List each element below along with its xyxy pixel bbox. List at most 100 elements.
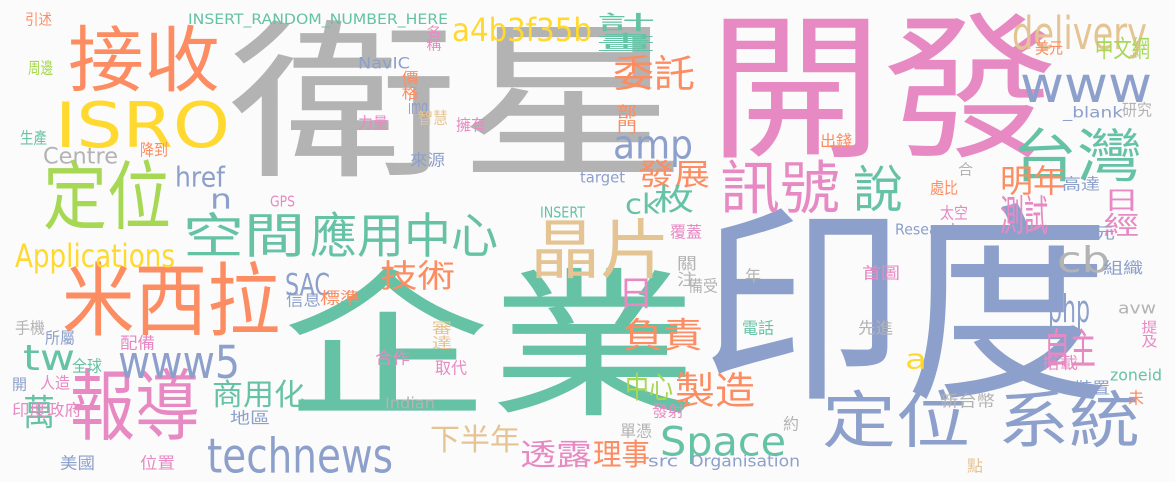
cloud-word: 首圖	[862, 263, 900, 283]
cloud-word: 訊號	[720, 154, 840, 223]
cloud-word: 名稱	[423, 25, 442, 51]
cloud-word: 應用中心	[310, 207, 498, 264]
cloud-word: a	[905, 342, 927, 376]
cloud-word: _blank	[1063, 103, 1124, 122]
cloud-word: 擁有	[456, 115, 486, 135]
cloud-word: 組織	[1103, 258, 1143, 278]
cloud-word: 台灣	[1012, 122, 1142, 191]
cloud-word: ISRO	[55, 89, 230, 162]
cloud-word: 說	[853, 160, 903, 219]
cloud-word: www	[1020, 55, 1153, 114]
cloud-word: INSERT	[540, 203, 585, 222]
cloud-word: 定位	[822, 384, 970, 457]
cloud-word: 美元	[1035, 38, 1063, 58]
cloud-word: 取代	[435, 358, 467, 378]
cloud-word: 引述	[25, 10, 52, 29]
cloud-word: cb	[1057, 238, 1111, 281]
cloud-word: 人造	[40, 373, 70, 393]
cloud-word: 單憑	[620, 421, 652, 441]
cloud-word: 關注	[673, 255, 697, 287]
cloud-word: 信息	[286, 290, 321, 310]
cloud-word: 力量	[358, 113, 388, 133]
cloud-word: 元	[1095, 223, 1115, 243]
cloud-word: 新台幣	[940, 391, 995, 411]
cloud-word: 地區	[230, 408, 270, 428]
cloud-word: Space	[660, 418, 787, 466]
cloud-word: 出錢	[820, 131, 852, 151]
cloud-word: 部門	[613, 104, 637, 134]
cloud-word: 來源	[410, 150, 445, 170]
cloud-word: 商用化	[212, 377, 305, 413]
cloud-word: 開	[12, 375, 27, 394]
cloud-word: 萬	[23, 391, 55, 434]
cloud-word: 開發	[708, 0, 1058, 183]
cloud-word: INSERT_RANDOM_NUMBER_HERE	[188, 10, 449, 28]
cloud-word: 日經	[1097, 187, 1140, 237]
cloud-word: tw	[23, 336, 76, 379]
cloud-word: 發展	[638, 157, 710, 193]
cloud-word: technews	[207, 427, 393, 482]
cloud-word: 智慧	[418, 108, 448, 128]
cloud-word: 高達	[1062, 174, 1100, 194]
cloud-word: delivery	[1012, 6, 1148, 60]
cloud-word: 周邊	[28, 58, 53, 78]
cloud-word: a4b3f35b	[452, 11, 592, 49]
cloud-word: 報導	[70, 360, 200, 453]
cloud-word: 美國	[60, 453, 95, 473]
cloud-word: 年	[745, 266, 761, 286]
cloud-word: 研究	[1122, 100, 1152, 120]
cloud-word: 降到	[140, 140, 168, 160]
cloud-word: 標準	[320, 288, 360, 308]
cloud-word: 生產	[20, 128, 47, 148]
cloud-word: 電話	[742, 318, 774, 338]
cloud-word: 發射	[652, 401, 684, 421]
cloud-word: 印度	[700, 184, 1110, 433]
cloud-word: Indian	[385, 393, 435, 413]
cloud-word: 中文網	[1095, 34, 1150, 63]
cloud-word: 定位	[43, 153, 171, 241]
cloud-word: 合作	[375, 348, 410, 368]
cloud-word: 備受	[688, 276, 718, 296]
cloud-word: 處比	[930, 178, 958, 198]
cloud-word: 衛星	[228, 4, 688, 204]
cloud-word: 約	[783, 414, 799, 434]
cloud-word: 配備	[120, 333, 155, 353]
cloud-word: 米西拉	[62, 254, 281, 349]
cloud-word: 枚	[654, 182, 694, 218]
cloud-word: 太空	[940, 203, 968, 223]
cloud-word: Applications	[15, 237, 175, 275]
cloud-word: 價格	[398, 70, 419, 100]
cloud-word: 技術	[380, 257, 455, 295]
cloud-word: GPS	[270, 192, 295, 211]
cloud-word: 明年	[1000, 162, 1066, 200]
cloud-word: n	[210, 182, 233, 216]
cloud-word: src	[648, 451, 679, 471]
cloud-word: Organisation	[690, 451, 801, 471]
cloud-word: 審達	[428, 320, 452, 350]
cloud-word: 日	[612, 275, 654, 310]
cloud-word: ck	[625, 187, 660, 221]
cloud-word: zoneid	[1110, 365, 1163, 385]
cloud-word: 空間	[183, 207, 305, 264]
cloud-word: 點	[967, 456, 983, 476]
cloud-word: 企業	[282, 253, 698, 441]
cloud-word: 未	[1128, 388, 1144, 408]
cloud-word: href	[175, 160, 225, 194]
cloud-word: Centre	[43, 143, 119, 169]
cloud-word: 合	[958, 160, 973, 179]
cloud-word: 透露	[520, 437, 592, 473]
cloud-word: 中心	[625, 370, 673, 406]
cloud-word: 系統	[998, 384, 1140, 457]
cloud-word: 負責	[623, 314, 703, 356]
cloud-word: 自主	[1044, 324, 1096, 374]
cloud-word: 提及	[1138, 320, 1158, 348]
cloud-word: 計畫	[585, 12, 656, 52]
cloud-word: 晶片	[530, 212, 670, 289]
cloud-word: 裝置	[1075, 378, 1110, 398]
cloud-word: 理事	[593, 437, 650, 473]
cloud-word: 下半年	[430, 422, 520, 458]
cloud-word: 接收	[68, 18, 220, 103]
cloud-word: 先進	[858, 318, 893, 338]
cloud-word: 測試	[1000, 191, 1048, 241]
cloud-word: target	[580, 168, 626, 187]
